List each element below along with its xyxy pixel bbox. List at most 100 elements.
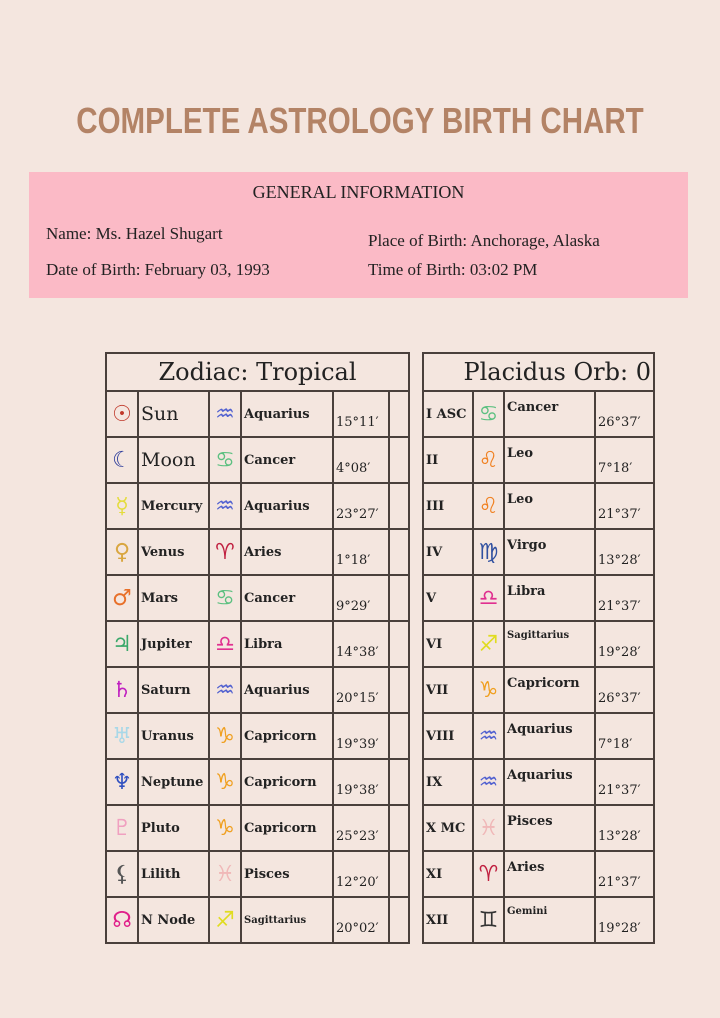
house-sign: Capricorn	[503, 666, 596, 714]
house-sign: Cancer	[503, 390, 596, 438]
planet-degree: 4°08′	[332, 436, 390, 484]
house-degree: 7°18′	[594, 436, 655, 484]
planet-name: Uranus	[137, 712, 210, 760]
table-row: ♄︎ Saturn ♒︎ Aquarius 20°15′ VII ♑︎ Capricorn 26…	[105, 666, 655, 714]
pisces-icon: ♓︎	[208, 850, 242, 898]
house-sign: Pisces	[503, 804, 596, 852]
pisces-icon: ♓︎	[472, 804, 505, 852]
table-header-row: Zodiac: Tropical Placidus Orb: 0	[105, 352, 655, 392]
planet-name: Lilith	[137, 850, 210, 898]
divider	[408, 575, 424, 621]
planet-degree: 14°38′	[332, 620, 390, 668]
house-degree: 19°28′	[594, 620, 655, 668]
house-degree: 26°37′	[594, 666, 655, 714]
empty-cell	[388, 482, 410, 530]
table-row: ☊︎ N Node ♐︎ Sagittarius 20°02′ XII ♊︎ Gemini 19…	[105, 896, 655, 944]
empty-cell	[388, 712, 410, 760]
sagittarius-icon: ♐︎	[472, 620, 505, 668]
empty-cell	[388, 804, 410, 852]
empty-cell	[388, 390, 410, 438]
libra-icon: ♎︎	[208, 620, 242, 668]
empty-cell	[388, 850, 410, 898]
moon-icon: ☾︎	[105, 436, 139, 484]
libra-icon: ♎︎	[472, 574, 505, 622]
planet-name: Pluto	[137, 804, 210, 852]
divider	[408, 713, 424, 759]
house-sign: Libra	[503, 574, 596, 622]
aquarius-icon: ♒︎	[472, 758, 505, 806]
date-of-birth-field: Date of Birth: February 03, 1993	[46, 260, 270, 279]
house-number: I ASC	[422, 390, 474, 438]
virgo-icon: ♍︎	[472, 528, 505, 576]
leo-icon: ♌︎	[472, 482, 505, 530]
north-node-icon: ☊︎	[105, 896, 139, 944]
divider	[408, 621, 424, 667]
table-row: ☉︎ Sun ♒︎ Aquarius 15°11′ I ASC ♋︎ Cancer 26°37′	[105, 390, 655, 438]
jupiter-icon: ♃︎	[105, 620, 139, 668]
aquarius-icon: ♒︎	[208, 482, 242, 530]
house-number: V	[422, 574, 474, 622]
house-number: X MC	[422, 804, 474, 852]
venus-icon: ♀︎	[105, 528, 139, 576]
house-number: II	[422, 436, 474, 484]
divider	[408, 759, 424, 805]
table-row: ☿︎ Mercury ♒︎ Aquarius 23°27′ III ♌︎ Leo 21°37′	[105, 482, 655, 530]
neptune-icon: ♆︎	[105, 758, 139, 806]
planet-degree: 19°39′	[332, 712, 390, 760]
planet-degree: 9°29′	[332, 574, 390, 622]
planet-degree: 20°02′	[332, 896, 390, 944]
house-degree: 21°37′	[594, 758, 655, 806]
empty-cell	[388, 436, 410, 484]
planet-degree: 1°18′	[332, 528, 390, 576]
planet-name: Venus	[137, 528, 210, 576]
planet-sign: Capricorn	[240, 712, 334, 760]
house-number: VII	[422, 666, 474, 714]
planet-degree: 23°27′	[332, 482, 390, 530]
house-number: XI	[422, 850, 474, 898]
planet-sign: Libra	[240, 620, 334, 668]
house-sign: Sagittarius	[503, 620, 596, 668]
planet-degree: 15°11′	[332, 390, 390, 438]
capricorn-icon: ♑︎	[208, 804, 242, 852]
table-row: ♂︎ Mars ♋︎ Cancer 9°29′ V ♎︎ Libra 21°37′	[105, 574, 655, 622]
table-row: ♇︎ Pluto ♑︎ Capricorn 25°23′ X MC ♓︎ Pisces 13°2…	[105, 804, 655, 852]
planet-degree: 19°38′	[332, 758, 390, 806]
house-degree: 21°37′	[594, 850, 655, 898]
empty-cell	[388, 620, 410, 668]
divider	[408, 529, 424, 575]
divider	[408, 483, 424, 529]
house-degree: 19°28′	[594, 896, 655, 944]
planet-sign: Aquarius	[240, 390, 334, 438]
planet-degree: 12°20′	[332, 850, 390, 898]
planet-name: Mars	[137, 574, 210, 622]
name-field: Name: Ms. Hazel Shugart	[46, 224, 223, 243]
table-row: ☾︎ Moon ♋︎ Cancer 4°08′ II ♌︎ Leo 7°18′	[105, 436, 655, 484]
mars-icon: ♂︎	[105, 574, 139, 622]
aquarius-icon: ♒︎	[208, 666, 242, 714]
birth-chart-table: Zodiac: Tropical Placidus Orb: 0 ☉︎ Sun ♒︎…	[105, 352, 655, 944]
time-of-birth-field: Time of Birth: 03:02 PM	[368, 260, 538, 279]
house-sign: Aries	[503, 850, 596, 898]
planet-sign: Cancer	[240, 436, 334, 484]
aquarius-icon: ♒︎	[208, 390, 242, 438]
cancer-icon: ♋︎	[208, 436, 242, 484]
planet-name: Mercury	[137, 482, 210, 530]
capricorn-icon: ♑︎	[472, 666, 505, 714]
divider	[408, 805, 424, 851]
house-sign: Gemini	[503, 896, 596, 944]
empty-cell	[388, 528, 410, 576]
empty-cell	[388, 666, 410, 714]
house-sign: Virgo	[503, 528, 596, 576]
aries-icon: ♈︎	[472, 850, 505, 898]
house-sign: Aquarius	[503, 758, 596, 806]
house-degree: 26°37′	[594, 390, 655, 438]
house-sign: Leo	[503, 482, 596, 530]
empty-cell	[388, 758, 410, 806]
house-number: VIII	[422, 712, 474, 760]
page-title: COMPLETE ASTROLOGY BIRTH CHART	[76, 100, 644, 141]
table-row: ♀︎ Venus ♈︎ Aries 1°18′ IV ♍︎ Virgo 13°28′	[105, 528, 655, 576]
saturn-icon: ♄︎	[105, 666, 139, 714]
gemini-icon: ♊︎	[472, 896, 505, 944]
empty-cell	[388, 574, 410, 622]
house-degree: 21°37′	[594, 574, 655, 622]
